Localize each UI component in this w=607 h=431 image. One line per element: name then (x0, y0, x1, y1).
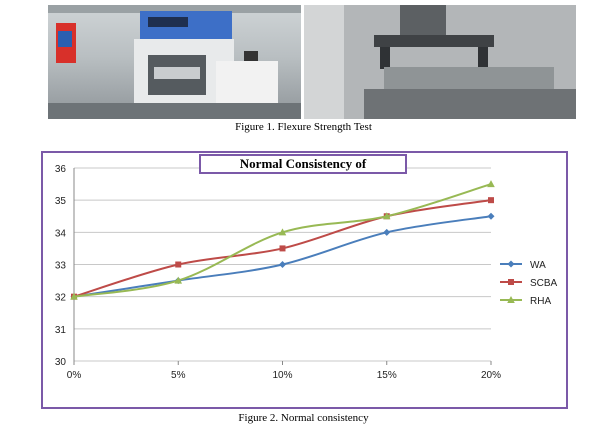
legend-label: SCBA (530, 278, 558, 289)
series-wa (70, 212, 495, 301)
x-tick-label: 20% (481, 370, 501, 381)
series-line (73, 215, 492, 298)
data-point (278, 228, 287, 236)
x-tick-label: 10% (272, 370, 292, 381)
legend-marker (508, 279, 514, 285)
legend-marker (507, 296, 515, 303)
legend-item: SCBA (500, 278, 558, 289)
legend-marker (507, 260, 515, 268)
flexure-test-photos (48, 5, 576, 119)
figure1-caption: Figure 1. Flexure Strength Test (235, 121, 372, 133)
series-lines (70, 180, 495, 301)
y-tick-label: 36 (55, 164, 67, 175)
series-rha (70, 180, 495, 300)
series-scba (71, 197, 494, 300)
specimen-closeup-photo (304, 5, 576, 119)
legend: WA SCBA RHA (500, 260, 558, 307)
y-tick-label: 31 (55, 325, 67, 336)
y-tick-label: 35 (55, 196, 67, 207)
legend-item: WA (500, 260, 546, 271)
y-tick-label: 33 (55, 261, 67, 272)
data-point (488, 197, 494, 204)
figure2-caption: Figure 2. Normal consistency (238, 412, 369, 424)
y-tick-label: 30 (55, 357, 67, 368)
data-point (174, 276, 183, 284)
data-point (382, 212, 391, 220)
chart-title: Normal Consistency of (199, 154, 407, 174)
x-axis-ticks: 0% 5% 10% 15% 20% (67, 361, 501, 381)
data-point (175, 261, 182, 268)
data-point (487, 180, 495, 188)
data-point (279, 261, 286, 268)
x-tick-label: 15% (377, 370, 397, 381)
testing-machine-photo (48, 5, 301, 119)
legend-label: WA (530, 260, 546, 271)
y-tick-label: 34 (55, 228, 67, 239)
data-point (487, 212, 495, 220)
x-tick-label: 5% (171, 370, 186, 381)
legend-label: RHA (530, 296, 551, 307)
chart-frame (41, 151, 568, 409)
data-point (383, 228, 391, 236)
data-point (70, 292, 78, 300)
legend-item: RHA (500, 296, 551, 307)
x-tick-label: 0% (67, 370, 82, 381)
data-point (279, 245, 286, 252)
y-tick-label: 32 (55, 293, 67, 304)
series-line (73, 183, 492, 298)
y-axis-ticks: 30 31 32 33 34 35 36 (55, 164, 67, 368)
